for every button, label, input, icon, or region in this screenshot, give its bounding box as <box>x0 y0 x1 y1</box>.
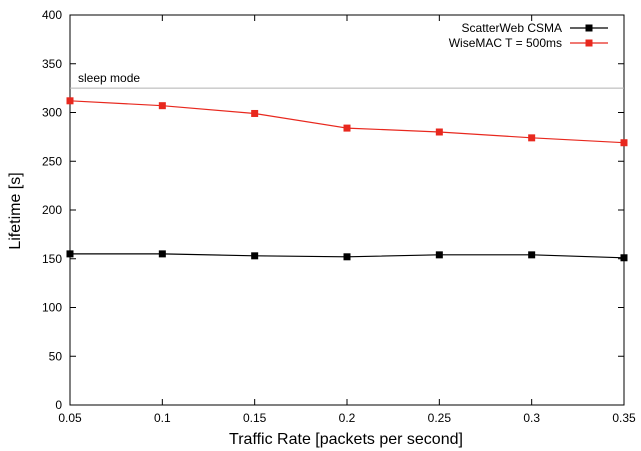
legend-label: ScatterWeb CSMA <box>462 21 562 35</box>
data-point-marker <box>251 252 259 260</box>
legend-label: WiseMAC T = 500ms <box>449 36 562 50</box>
x-tick-label: 0.35 <box>612 411 636 425</box>
x-tick-label: 0.1 <box>154 411 171 425</box>
sleep-mode-label: sleep mode <box>78 71 140 85</box>
x-tick-label: 0.25 <box>428 411 452 425</box>
y-tick-label: 50 <box>49 349 63 363</box>
x-tick-label: 0.05 <box>58 411 82 425</box>
data-point-marker <box>158 102 166 110</box>
data-point-marker <box>158 250 166 258</box>
x-axis-title: Traffic Rate [packets per second] <box>229 431 463 448</box>
x-tick-label: 0.15 <box>243 411 267 425</box>
data-point-marker <box>528 251 536 259</box>
data-point-marker <box>343 124 351 132</box>
plot-frame <box>69 14 625 406</box>
x-tick-label: 0.2 <box>339 411 356 425</box>
data-point-marker <box>435 251 443 259</box>
y-tick-label: 400 <box>42 8 62 22</box>
series-markers <box>66 97 628 262</box>
y-axis-title: Lifetime [s] <box>7 172 24 249</box>
y-tick-label: 350 <box>42 57 62 71</box>
data-point-marker <box>528 134 536 142</box>
y-tick-label: 200 <box>42 203 62 217</box>
data-point-marker <box>66 250 74 258</box>
y-tick-label: 300 <box>42 106 62 120</box>
data-point-marker <box>620 254 628 262</box>
y-axis-ticks: 0 50 100 150 200 250 300 350 400 <box>42 8 624 412</box>
data-point-marker <box>435 128 443 136</box>
plot-border <box>69 14 625 406</box>
reference-lines: sleep mode <box>70 71 624 89</box>
data-point-marker <box>343 253 351 261</box>
y-tick-label: 0 <box>55 398 62 412</box>
series-lines <box>69 100 625 259</box>
data-point-marker <box>66 97 74 105</box>
x-tick-label: 0.3 <box>523 411 540 425</box>
y-tick-label: 150 <box>42 252 62 266</box>
data-point-marker <box>620 139 628 147</box>
x-axis-ticks: 0.05 0.1 0.15 0.2 0.25 0.3 0.35 <box>58 15 636 425</box>
data-point-marker <box>251 109 259 117</box>
y-tick-label: 250 <box>42 154 62 168</box>
legend-marker <box>585 24 593 32</box>
series-line-1 <box>69 100 625 144</box>
y-tick-label: 100 <box>42 301 62 315</box>
legend-marker <box>585 39 593 47</box>
